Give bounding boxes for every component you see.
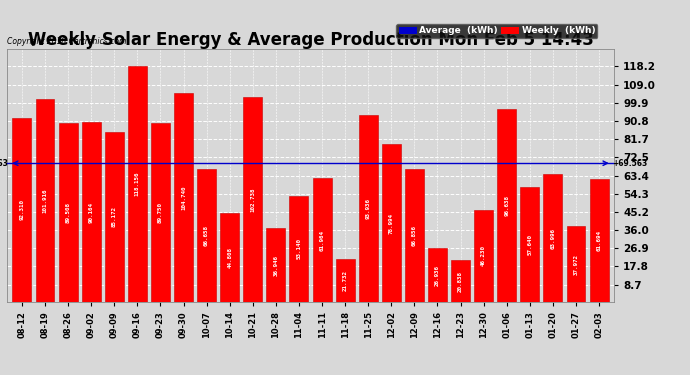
Text: 61.964: 61.964 — [319, 230, 324, 251]
Bar — [474, 210, 493, 302]
Text: 93.936: 93.936 — [366, 198, 371, 219]
Bar — [220, 213, 239, 302]
Title: Weekly Solar Energy & Average Production Mon Feb 5 14:43: Weekly Solar Energy & Average Production… — [28, 31, 593, 49]
Text: 26.936: 26.936 — [435, 264, 440, 285]
Bar — [544, 174, 562, 302]
Text: 20.838: 20.838 — [458, 271, 463, 292]
Text: 63.996: 63.996 — [551, 228, 555, 249]
Text: 89.750: 89.750 — [158, 202, 163, 223]
Bar — [313, 178, 331, 302]
Text: 85.172: 85.172 — [112, 207, 117, 228]
Text: 92.310: 92.310 — [19, 200, 24, 220]
Legend: Average  (kWh), Weekly  (kWh): Average (kWh), Weekly (kWh) — [397, 24, 598, 38]
Text: +69.563: +69.563 — [613, 159, 648, 168]
Text: 61.694: 61.694 — [597, 230, 602, 251]
Text: 101.916: 101.916 — [43, 188, 48, 213]
Text: 96.638: 96.638 — [504, 195, 509, 216]
Bar — [451, 260, 470, 302]
Text: 66.658: 66.658 — [204, 225, 209, 246]
Bar — [590, 179, 609, 302]
Bar — [35, 99, 55, 302]
Bar — [497, 109, 516, 302]
Text: 53.140: 53.140 — [297, 238, 302, 260]
Bar — [405, 169, 424, 302]
Bar — [12, 118, 31, 302]
Bar — [266, 228, 286, 302]
Text: *69.563: *69.563 — [0, 159, 8, 168]
Bar — [335, 258, 355, 302]
Bar — [520, 187, 540, 302]
Text: 46.230: 46.230 — [481, 245, 486, 266]
Bar — [428, 248, 447, 302]
Bar — [197, 169, 216, 302]
Bar — [81, 122, 101, 302]
Text: 78.994: 78.994 — [388, 213, 394, 234]
Text: 44.808: 44.808 — [227, 247, 233, 268]
Bar — [174, 93, 193, 302]
Bar — [128, 66, 147, 302]
Text: 89.508: 89.508 — [66, 202, 70, 223]
Bar — [105, 132, 124, 302]
Bar — [359, 115, 377, 302]
Bar — [244, 97, 262, 302]
Text: 90.164: 90.164 — [89, 201, 94, 222]
Text: Copyright 2018 Cartronics.com: Copyright 2018 Cartronics.com — [7, 37, 126, 46]
Text: 37.972: 37.972 — [573, 254, 578, 274]
Text: 57.640: 57.640 — [527, 234, 532, 255]
Text: 118.156: 118.156 — [135, 172, 140, 196]
Bar — [290, 196, 308, 302]
Text: 66.856: 66.856 — [412, 225, 417, 246]
Bar — [59, 123, 77, 302]
Bar — [151, 123, 170, 302]
Bar — [382, 144, 401, 302]
Bar — [566, 226, 586, 302]
Text: 21.732: 21.732 — [343, 270, 348, 291]
Text: 104.740: 104.740 — [181, 185, 186, 210]
Text: 102.738: 102.738 — [250, 187, 255, 212]
Text: 36.946: 36.946 — [273, 255, 278, 276]
